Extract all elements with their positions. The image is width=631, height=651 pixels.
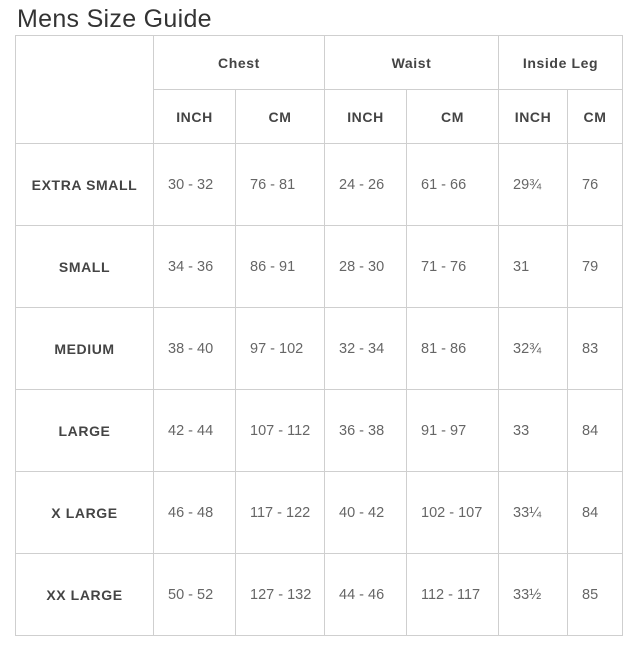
unit-header: INCH <box>153 89 236 144</box>
measurement-cell: 127 - 132 <box>235 553 325 636</box>
unit-header-row: INCH CM INCH CM INCH CM <box>16 89 624 144</box>
table-row: LARGE 42 - 44 107 - 112 36 - 38 91 - 97 33 84 <box>15 389 624 472</box>
measurement-cell: 76 <box>567 143 624 226</box>
group-header-chest: Chest <box>153 35 325 90</box>
measurement-cell: 32 - 34 <box>324 307 407 390</box>
measurement-cell: 81 - 86 <box>405 307 500 390</box>
size-guide-table: Chest Waist Inside Leg INCH CM INCH CM I… <box>15 35 624 636</box>
measurement-cell: 76 - 81 <box>235 143 325 226</box>
corner-cell <box>15 35 154 144</box>
measurement-cell: 33½ <box>498 553 569 636</box>
size-label: EXTRA SMALL <box>15 143 154 226</box>
measurement-cell: 61 - 66 <box>405 143 500 226</box>
measurement-cell: 84 <box>567 471 624 554</box>
group-header-waist: Waist <box>323 35 500 90</box>
measurement-cell: 79 <box>567 225 624 308</box>
measurement-cell: 44 - 46 <box>324 553 407 636</box>
measurement-cell: 50 - 52 <box>153 553 236 636</box>
unit-header: INCH <box>324 89 407 144</box>
size-label: XX LARGE <box>15 553 154 636</box>
table-row: SMALL 34 - 36 86 - 91 28 - 30 71 - 76 31 79 <box>15 225 624 308</box>
page-title: Mens Size Guide <box>17 5 212 33</box>
unit-header: CM <box>405 89 500 144</box>
size-label: LARGE <box>15 389 154 472</box>
measurement-cell: 112 - 117 <box>405 553 500 636</box>
size-label: MEDIUM <box>15 307 154 390</box>
measurement-cell: 34 - 36 <box>153 225 236 308</box>
measurement-cell: 31 <box>498 225 569 308</box>
measurement-cell: 97 - 102 <box>235 307 325 390</box>
unit-header: CM <box>567 89 624 144</box>
table-row: EXTRA SMALL 30 - 32 76 - 81 24 - 26 61 - 66 2… <box>15 143 624 226</box>
group-header-row: Chest Waist Inside Leg <box>15 35 624 144</box>
measurement-cell: 33 <box>498 389 569 472</box>
measurement-cell: 36 - 38 <box>324 389 407 472</box>
size-label: SMALL <box>15 225 154 308</box>
measurement-cell: 102 - 107 <box>405 471 500 554</box>
measurement-cell: 38 - 40 <box>153 307 236 390</box>
measurement-cell: 71 - 76 <box>405 225 500 308</box>
measurement-cell: 85 <box>567 553 624 636</box>
table-row: X LARGE 46 - 48 117 - 122 40 - 42 102 - 107 3… <box>15 471 624 554</box>
measurement-cell: 30 - 32 <box>153 143 236 226</box>
table-row: MEDIUM 38 - 40 97 - 102 32 - 34 81 - 86 32¾ 83 <box>15 307 624 390</box>
unit-header: CM <box>235 89 325 144</box>
measurement-cell: 40 - 42 <box>324 471 407 554</box>
table-row: XX LARGE 50 - 52 127 - 132 44 - 46 112 - 117… <box>15 553 624 636</box>
size-label: X LARGE <box>15 471 154 554</box>
measurement-cell: 29¾ <box>498 143 569 226</box>
measurement-cell: 32¾ <box>498 307 569 390</box>
measurement-cell: 83 <box>567 307 624 390</box>
measurement-cell: 84 <box>567 389 624 472</box>
measurement-cell: 86 - 91 <box>235 225 325 308</box>
measurement-cell: 117 - 122 <box>235 471 325 554</box>
group-header-inside-leg: Inside Leg <box>498 35 624 90</box>
measurement-cell: 46 - 48 <box>153 471 236 554</box>
measurement-cell: 24 - 26 <box>324 143 407 226</box>
measurement-cell: 33¼ <box>498 471 569 554</box>
unit-header: INCH <box>498 89 569 144</box>
measurement-cell: 107 - 112 <box>235 389 325 472</box>
measurement-cell: 42 - 44 <box>153 389 236 472</box>
measurement-cell: 91 - 97 <box>405 389 500 472</box>
measurement-cell: 28 - 30 <box>324 225 407 308</box>
